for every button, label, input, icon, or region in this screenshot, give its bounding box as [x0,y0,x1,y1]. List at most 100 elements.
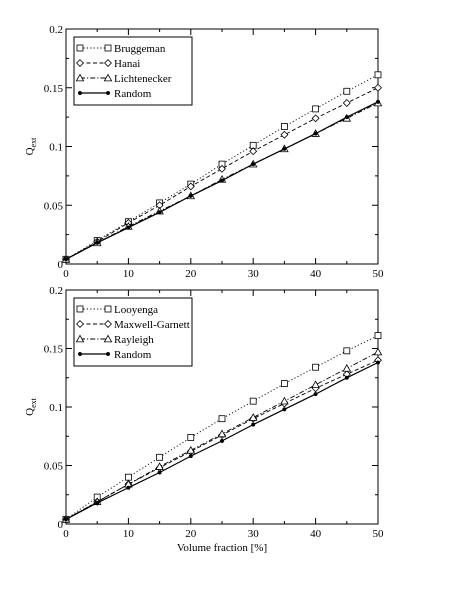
data-point-0 [312,363,320,371]
data-point-3 [375,99,381,104]
data-point-1 [342,99,351,107]
y-tick-label: 0.05 [44,200,64,212]
data-point-1 [311,114,320,123]
x-tick-label: 30 [248,268,260,280]
data-point-3 [63,517,69,522]
legend-marker-3 [77,351,83,357]
data-point-0 [156,453,164,461]
data-point-3 [219,178,225,183]
data-point-2 [311,380,320,389]
y-tick-label: 0.15 [44,344,64,356]
x-tick-label: 30 [248,528,260,540]
legend-marker-2 [75,73,85,82]
legend-marker-0 [76,305,84,313]
x-tick-label: 20 [185,268,197,280]
data-point-3 [375,360,381,365]
legend-label-1: Maxwell-Garnett [114,319,190,331]
data-point-3 [157,210,162,215]
data-point-3 [282,407,287,412]
data-point-0 [125,473,132,481]
legend-marker-2 [103,334,113,343]
legend-marker-3 [77,90,83,96]
legend-label-0: Bruggeman [114,43,166,55]
data-point-0 [343,87,351,95]
series-line-1 [65,87,379,260]
data-point-0 [249,397,257,405]
data-point-0 [218,415,226,423]
legend-label-3: Random [114,349,152,361]
data-point-3 [188,454,193,459]
data-point-3 [157,470,162,475]
data-point-3 [126,485,131,490]
y-axis-label: Qext [24,397,38,416]
data-point-1 [374,83,382,92]
x-tick-label: 0 [63,268,69,280]
legend-marker-2 [103,73,113,82]
x-tick-label: 50 [373,268,385,280]
legend-label-2: Rayleigh [114,334,154,346]
data-point-3 [63,257,69,262]
legend-label-1: Hanai [114,58,140,70]
legend-marker-1 [104,59,112,67]
x-tick-label: 20 [185,528,197,540]
y-axis-label-main: Q [24,147,36,155]
data-point-3 [95,500,100,505]
data-point-3 [313,131,318,136]
legend-marker-1 [76,320,84,328]
data-point-2 [280,396,289,405]
data-point-0 [187,434,195,441]
data-point-2 [155,462,164,470]
legend-label-2: Lichtenecker [114,73,172,85]
y-tick-label: 0.1 [49,402,63,414]
legend-label-3: Random [114,88,152,100]
data-point-3 [219,438,225,443]
data-point-2 [342,363,352,372]
data-point-3 [188,193,193,198]
data-point-0 [312,105,320,113]
legend-marker-1 [76,59,84,67]
legend-label-0: Looyenga [114,304,158,316]
legend-marker-2 [75,334,85,343]
data-point-3 [282,146,287,151]
data-point-3 [313,392,318,397]
data-point-2 [373,347,383,356]
y-tick-label: 0.2 [49,285,63,297]
data-point-2 [217,429,227,438]
y-tick-label: 0 [58,259,64,271]
x-tick-label: 10 [123,268,135,280]
legend-marker-0 [76,44,84,52]
data-point-3 [344,115,349,120]
y-axis-label-main: Q [24,408,36,416]
data-point-0 [280,123,288,130]
y-axis-label-sub: ext [29,397,38,408]
data-point-1 [186,182,195,191]
y-tick-label: 0.05 [44,461,64,473]
data-point-3 [95,240,100,245]
legend-marker-0 [104,305,112,313]
x-tick-label: 50 [373,528,385,540]
data-point-0 [374,332,382,340]
legend-marker-1 [104,320,112,328]
y-axis-label: Qext [24,137,38,156]
x-tick-label: 40 [310,528,322,540]
data-point-1 [280,130,289,139]
y-tick-label: 0.15 [44,83,64,95]
data-point-3 [251,162,256,167]
data-point-2 [186,445,196,454]
data-point-0 [343,347,351,355]
y-tick-label: 0.1 [49,142,63,154]
data-point-1 [218,164,226,173]
data-point-3 [126,225,131,230]
y-tick-label: 0.2 [49,24,63,36]
data-point-3 [344,375,349,380]
legend-marker-0 [104,44,112,52]
x-axis-label: Volume fraction [%] [177,542,267,554]
x-tick-label: 10 [123,528,135,540]
data-point-1 [249,147,258,156]
data-point-2 [248,413,258,421]
y-axis-label-sub: ext [29,137,38,148]
data-point-3 [251,422,256,427]
legend-marker-3 [105,351,111,357]
legend-marker-3 [105,90,111,96]
y-tick-label: 0 [58,519,64,531]
